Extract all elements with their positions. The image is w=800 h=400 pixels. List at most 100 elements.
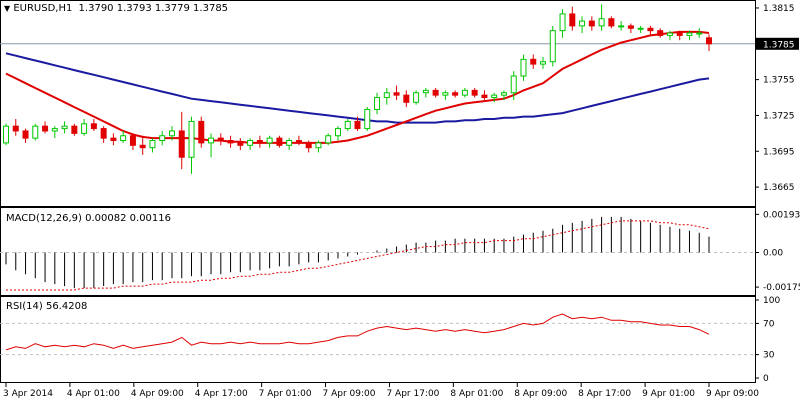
candle[interactable] (686, 32, 693, 36)
price-tag-box (756, 37, 799, 50)
candle[interactable] (217, 137, 224, 142)
y-tick-label: 100 (763, 296, 780, 306)
candle[interactable] (413, 92, 420, 103)
x-tick-label: 7 Apr 17:00 (386, 389, 439, 399)
x-tick-label: 4 Apr 01:00 (67, 389, 120, 399)
price-tag-label: 1.3785 (763, 40, 795, 50)
candle[interactable] (276, 137, 283, 146)
rsi-pane[interactable]: 100 70 30 0 3 Apr 2014 4 Apr 01:00 4 Apr 09:00… (0, 296, 800, 400)
candle[interactable] (374, 97, 381, 110)
y-tick-label: 0.00 (763, 248, 783, 258)
candle[interactable] (510, 75, 517, 94)
price-chart[interactable]: 1.3815 1.3785 1.3755 1.3725 1.3695 1.3665 1.37… (0, 0, 800, 207)
candle[interactable] (247, 140, 254, 146)
candle[interactable] (305, 142, 312, 149)
x-tick-label: 7 Apr 01:00 (259, 389, 312, 399)
candle[interactable] (627, 25, 634, 29)
x-tick-label: 8 Apr 17:00 (578, 389, 631, 399)
candle[interactable] (295, 140, 302, 144)
x-tick-label: 9 Apr 01:00 (642, 389, 695, 399)
candle[interactable] (364, 108, 371, 130)
pane-border (0, 296, 756, 383)
candle[interactable] (432, 89, 439, 96)
macd-pane[interactable]: 0.00193 0.00 -0.00175 MACD(12,26,9) 0.0008… (0, 207, 800, 296)
candle[interactable] (325, 135, 332, 144)
candle[interactable] (139, 144, 146, 149)
candle[interactable] (452, 92, 459, 96)
y-tick-label: 0.00193 (763, 210, 800, 220)
candle[interactable] (286, 140, 293, 146)
candle[interactable] (588, 20, 595, 27)
candle[interactable] (491, 94, 498, 99)
candle[interactable] (315, 142, 322, 149)
triangle-down-icon[interactable]: ▼ (4, 4, 11, 13)
x-tick-label: 4 Apr 17:00 (195, 389, 248, 399)
candle[interactable] (237, 142, 244, 146)
y-tick-label: 0 (763, 374, 769, 384)
candle[interactable] (657, 30, 664, 36)
candle[interactable] (549, 30, 556, 63)
candle[interactable] (110, 137, 117, 142)
candle[interactable] (666, 32, 673, 36)
candle[interactable] (22, 130, 29, 139)
candle[interactable] (12, 125, 19, 132)
candle[interactable] (393, 92, 400, 96)
candle[interactable] (500, 92, 507, 96)
candle[interactable] (188, 120, 195, 158)
candle[interactable] (637, 27, 644, 30)
price-pane[interactable]: 1.3815 1.3785 1.3755 1.3725 1.3695 1.3665 1.37… (0, 0, 800, 207)
candle[interactable] (706, 37, 712, 45)
candle[interactable] (530, 58, 537, 65)
candle[interactable] (198, 120, 205, 144)
candle[interactable] (559, 13, 566, 32)
candle[interactable] (540, 61, 547, 65)
candle[interactable] (120, 135, 127, 142)
candle[interactable] (149, 140, 156, 149)
candle[interactable] (598, 18, 605, 27)
candle[interactable] (61, 125, 68, 130)
candle[interactable] (481, 94, 488, 99)
candle[interactable] (696, 32, 703, 35)
candle[interactable] (471, 89, 478, 96)
candle[interactable] (618, 25, 625, 28)
price-header: ▼ EURUSD,H1 1.3790 1.3793 1.3779 1.3785 (4, 3, 228, 14)
candle[interactable] (81, 123, 88, 134)
macd-chart[interactable]: 0.00193 0.00 -0.00175 (0, 207, 800, 296)
candle[interactable] (266, 137, 273, 144)
rsi-chart[interactable]: 100 70 30 0 3 Apr 2014 4 Apr 01:00 4 Apr 09:00… (0, 296, 800, 400)
candle[interactable] (442, 92, 449, 96)
candle[interactable] (129, 135, 136, 146)
pane-border (0, 0, 756, 207)
candle[interactable] (676, 32, 683, 36)
pane-border (0, 207, 756, 296)
candle[interactable] (569, 13, 576, 27)
candle[interactable] (579, 20, 586, 27)
candle[interactable] (90, 123, 97, 130)
candle[interactable] (227, 140, 234, 144)
candle[interactable] (608, 18, 615, 27)
y-tick-label: 1.3665 (763, 183, 795, 193)
candle[interactable] (168, 130, 175, 137)
candle[interactable] (100, 128, 107, 139)
candle[interactable] (334, 128, 341, 137)
candle[interactable] (42, 125, 49, 132)
candle[interactable] (32, 125, 39, 139)
y-tick-label: 30 (763, 351, 775, 361)
candle[interactable] (178, 130, 185, 158)
candle[interactable] (354, 120, 361, 130)
candle[interactable] (344, 120, 351, 130)
y-tick-label: 1.3695 (763, 147, 795, 157)
candle[interactable] (647, 27, 654, 32)
candle[interactable] (256, 140, 263, 144)
candle[interactable] (461, 89, 468, 96)
candle[interactable] (520, 58, 527, 77)
candle[interactable] (3, 125, 9, 144)
symbol-timeframe: EURUSD,H1 (13, 3, 73, 14)
candle[interactable] (159, 135, 166, 142)
candle[interactable] (71, 125, 78, 134)
candle[interactable] (422, 89, 429, 94)
candle[interactable] (403, 94, 410, 103)
candle[interactable] (208, 137, 215, 144)
candle[interactable] (383, 92, 390, 99)
candle[interactable] (51, 128, 58, 132)
